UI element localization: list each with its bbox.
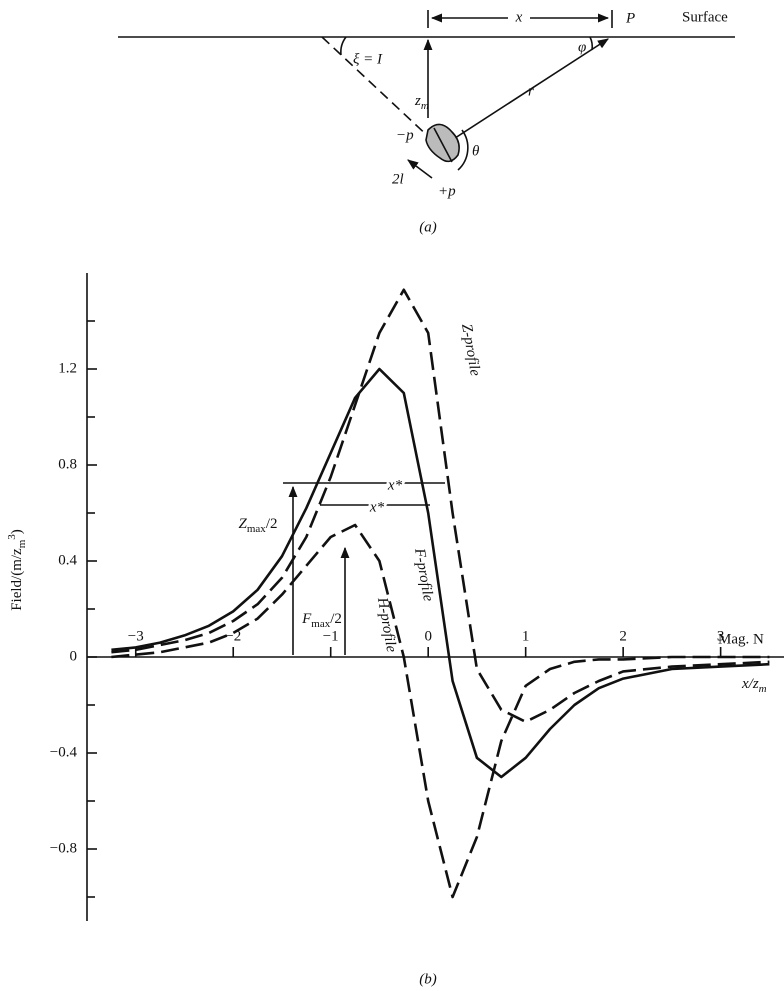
label: 3 bbox=[6, 534, 18, 540]
series-label: F-profile bbox=[411, 546, 436, 603]
x-tick-label: −1 bbox=[323, 628, 339, 644]
x-tick-label: 1 bbox=[522, 628, 530, 644]
label: /2 bbox=[330, 611, 342, 627]
label: θ bbox=[472, 143, 480, 159]
label: Surface bbox=[682, 9, 728, 25]
y-tick-label: 0 bbox=[70, 648, 78, 664]
caption: (b) bbox=[419, 971, 437, 987]
label: max bbox=[247, 523, 266, 535]
caption: (a) bbox=[419, 219, 437, 235]
label: z bbox=[414, 93, 421, 109]
label: φ bbox=[578, 39, 586, 55]
annotation: x* bbox=[387, 477, 403, 493]
chart: (b) Field/(m/zm3) x/zm Mag. N Zmax/2 Fma… bbox=[6, 273, 784, 987]
label: r bbox=[528, 83, 534, 99]
series-line bbox=[111, 523, 770, 899]
label: −p bbox=[396, 127, 414, 143]
label: P bbox=[625, 10, 635, 26]
series-line bbox=[111, 288, 770, 724]
series-label: H-profile bbox=[374, 595, 400, 654]
r-line bbox=[451, 38, 609, 141]
label: ξ = I bbox=[353, 51, 383, 67]
series-label: Z-profile bbox=[458, 323, 483, 378]
label: zm bbox=[414, 93, 429, 111]
label: Mag. N bbox=[718, 631, 764, 647]
annotation: Zmax/2 bbox=[239, 516, 278, 534]
y-tick-label: 0.4 bbox=[58, 552, 77, 568]
y-tick-label: 1.2 bbox=[58, 360, 77, 376]
label: ) bbox=[9, 529, 25, 534]
label: /2 bbox=[266, 516, 278, 532]
y-tick-label: 0.8 bbox=[58, 456, 77, 472]
label: Field/(m/z bbox=[9, 548, 25, 611]
label: F bbox=[301, 611, 312, 627]
label: 2l bbox=[392, 171, 404, 187]
x-tick-label: 3 bbox=[717, 628, 725, 644]
angle-arc bbox=[589, 36, 594, 51]
x-tick-label: 0 bbox=[424, 628, 432, 644]
label: x/z bbox=[741, 676, 759, 692]
x-tick-label: −3 bbox=[128, 628, 144, 644]
label: m bbox=[759, 683, 767, 695]
x-tick-label: 2 bbox=[619, 628, 627, 644]
annotation: x* bbox=[369, 499, 385, 515]
label: x bbox=[515, 9, 523, 25]
label: max bbox=[311, 618, 330, 630]
x-axis-label: x/zm bbox=[741, 676, 767, 694]
dipole bbox=[433, 127, 453, 163]
label: Z bbox=[239, 516, 248, 532]
label: m bbox=[16, 539, 28, 548]
y-axis-label: Field/(m/zm3) bbox=[6, 529, 28, 611]
series-line bbox=[111, 367, 770, 779]
angle-arc bbox=[340, 36, 347, 56]
annotation: Fmax/2 bbox=[301, 611, 342, 629]
label: m bbox=[421, 100, 429, 112]
diagram: x P Surface φ ξ = I zm r −p θ 2l +p (a) bbox=[118, 9, 735, 235]
length-arrow bbox=[407, 159, 433, 179]
theta-arc bbox=[457, 129, 469, 171]
y-tick-label: −0.4 bbox=[50, 744, 78, 760]
y-tick-label: −0.8 bbox=[50, 840, 77, 856]
x-tick-label: −2 bbox=[225, 628, 241, 644]
label: +p bbox=[438, 183, 456, 199]
